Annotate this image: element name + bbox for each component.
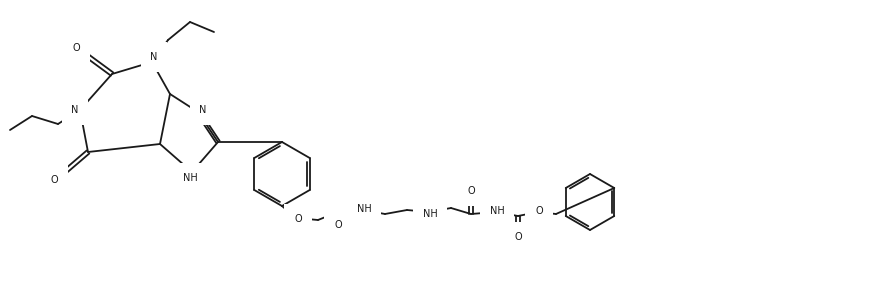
- Text: O: O: [467, 186, 475, 196]
- Text: N: N: [150, 52, 158, 62]
- Text: O: O: [334, 220, 342, 230]
- Text: O: O: [535, 206, 543, 216]
- Text: O: O: [51, 175, 58, 185]
- Text: NH: NH: [357, 204, 371, 214]
- Text: N: N: [199, 105, 207, 115]
- Text: NH: NH: [423, 209, 438, 219]
- Text: N: N: [71, 105, 79, 115]
- Text: NH: NH: [183, 173, 197, 183]
- Text: O: O: [294, 214, 302, 224]
- Text: O: O: [514, 232, 522, 242]
- Text: NH: NH: [489, 206, 504, 216]
- Text: O: O: [72, 43, 80, 53]
